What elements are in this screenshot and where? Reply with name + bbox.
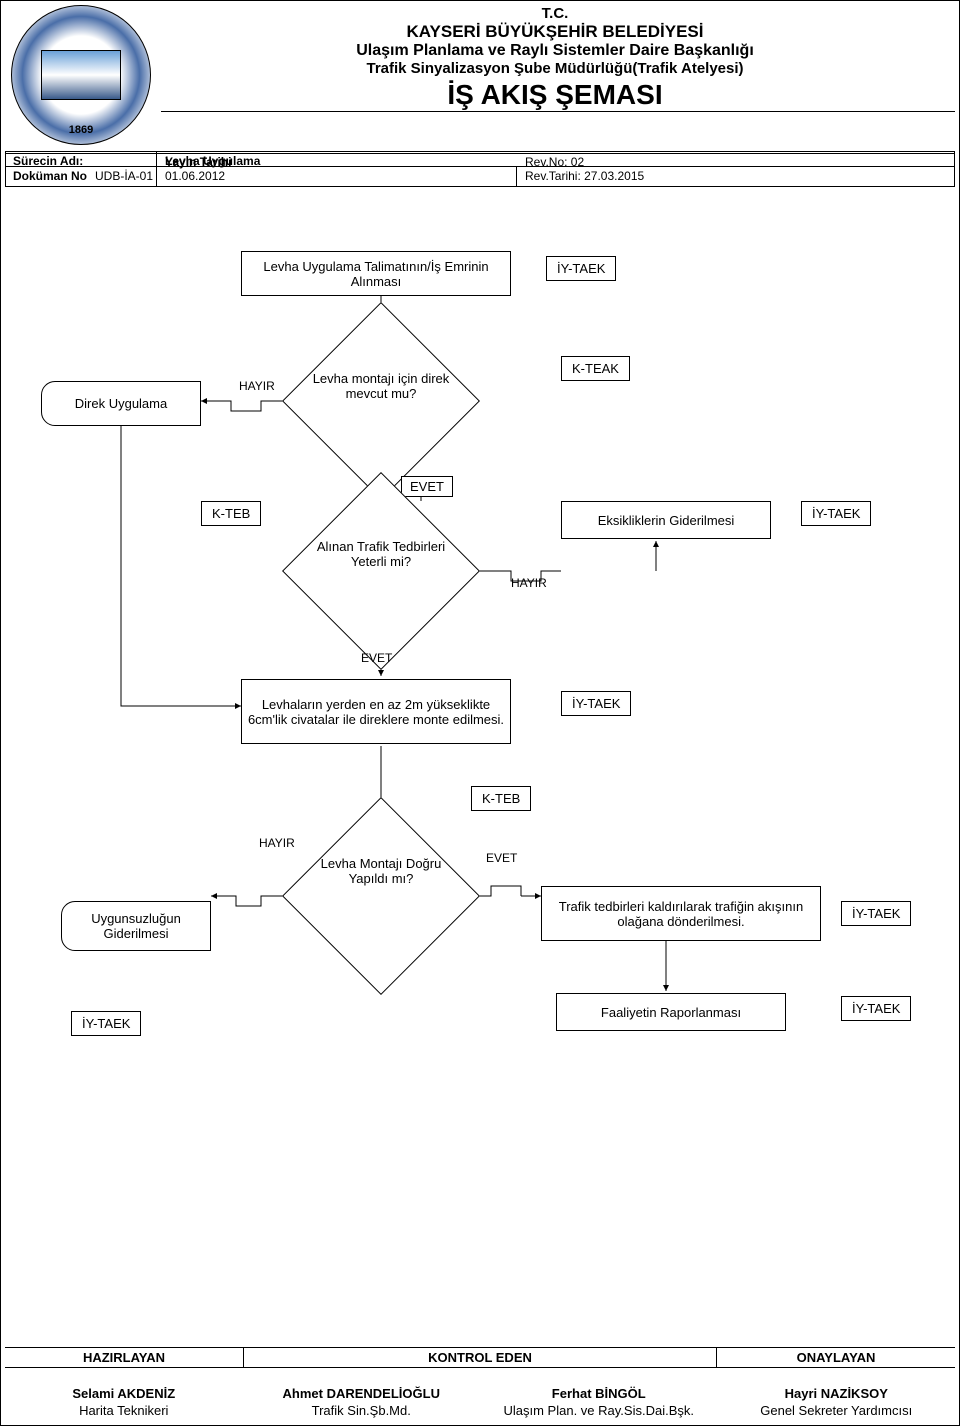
p1-title: Harita Teknikeri [5,1403,243,1420]
proc-label: Sürecin Adı: [13,154,153,168]
footer-p3: Ferhat BİNGÖL Ulaşım Plan. ve Ray.Sis.Da… [480,1386,718,1420]
meta-vline2 [516,166,517,187]
node-monte-text: Levhaların yerden en az 2m yükseklikte 6… [246,697,506,727]
ref-iytaek-3: İY-TAEK [561,691,631,716]
logo-graphic [41,50,121,100]
ref-kteb-2: K-TEB [471,786,531,811]
logo-year: 1869 [69,124,93,136]
footer-p1: Selami AKDENİZ Harita Teknikeri [5,1386,243,1420]
node-direk-text: Direk Uygulama [75,396,167,411]
doc-value: UDB-İA-01 [93,169,153,183]
node-start-text: Levha Uygulama Talimatının/İş Emrinin Al… [246,259,506,289]
ref-iytaek-4: İY-TAEK [71,1011,141,1036]
header-separator [161,111,955,112]
header-line4: Trafik Sinyalizasyon Şube Müdürlüğü(Traf… [161,60,949,77]
meta-row-1: Sürecin Adı: Levha Uygulama [5,153,955,154]
footer-p2: Ahmet DARENDELİOĞLU Trafik Sin.Şb.Md. [243,1386,481,1420]
node-trafik: Trafik tedbirleri kaldırılarak trafiğin … [541,886,821,941]
ref-kteak: K-TEAK [561,356,630,381]
header-line5: İŞ AKIŞ ŞEMASI [161,79,949,111]
node-uygunsuzluk: Uygunsuzluğun Giderilmesi [61,901,211,951]
node-faaliyet-text: Faaliyetin Raporlanması [601,1005,741,1020]
node-direk-uygulama: Direk Uygulama [41,381,201,426]
yayin-label: Yayın Tarihi [165,155,231,169]
footer-header-row: HAZIRLAYAN KONTROL EDEN ONAYLAYAN [5,1347,955,1368]
node-eksiklik: Eksikliklerin Giderilmesi [561,501,771,539]
footer-h3: ONAYLAYAN [717,1348,955,1367]
p4-name: Hayri NAZİKSOY [718,1386,956,1403]
header-line3: Ulaşım Planlama ve Raylı Sistemler Daire… [161,42,949,60]
label-evet-1: EVET [401,476,453,497]
label-hayir-2: HAYIR [511,576,547,590]
footer-h1: HAZIRLAYAN [5,1348,244,1367]
node-start: Levha Uygulama Talimatının/İş Emrinin Al… [241,251,511,296]
header-titles: T.C. KAYSERİ BÜYÜKŞEHİR BELEDİYESİ Ulaşı… [161,5,949,111]
footer-names-row: Selami AKDENİZ Harita Teknikeri Ahmet DA… [5,1386,955,1420]
ref-iytaek-2: İY-TAEK [801,501,871,526]
flowchart: Levha Uygulama Talimatının/İş Emrinin Al… [1,201,959,1345]
rev-tarihi: Rev.Tarihi: 27.03.2015 [525,169,644,183]
footer-h2: KONTROL EDEN [244,1348,717,1367]
page: 1869 T.C. KAYSERİ BÜYÜKŞEHİR BELEDİYESİ … [0,0,960,1426]
node-trafik-text: Trafik tedbirleri kaldırılarak trafiğin … [546,899,816,929]
node-uygunsuzluk-text: Uygunsuzluğun Giderilmesi [66,911,206,941]
p2-name: Ahmet DARENDELİOĞLU [243,1386,481,1403]
yayin-value: 01.06.2012 [165,169,225,183]
label-hayir-1: HAYIR [239,379,275,393]
node-eksiklik-text: Eksikliklerin Giderilmesi [598,513,735,528]
label-evet-2: EVET [361,651,392,665]
ref-iytaek-5: İY-TAEK [841,901,911,926]
footer: HAZIRLAYAN KONTROL EDEN ONAYLAYAN Selami… [5,1347,955,1425]
decision-2 [282,472,480,670]
p4-title: Genel Sekreter Yardımcısı [718,1403,956,1420]
rev-no: Rev.No: 02 [525,155,584,169]
ref-iytaek-6: İY-TAEK [841,996,911,1021]
meta-vline1 [156,151,157,187]
footer-p4: Hayri NAZİKSOY Genel Sekreter Yardımcısı [718,1386,956,1420]
arrows-svg [1,201,960,1301]
p2-title: Trafik Sin.Şb.Md. [243,1403,481,1420]
p3-title: Ulaşım Plan. ve Ray.Sis.Dai.Bşk. [480,1403,718,1420]
label-hayir-3: HAYIR [259,836,295,850]
ref-kteb-1: K-TEB [201,501,261,526]
logo: 1869 [11,5,151,145]
header: 1869 T.C. KAYSERİ BÜYÜKŞEHİR BELEDİYESİ … [1,1,959,151]
decision-1 [282,302,480,500]
p3-name: Ferhat BİNGÖL [480,1386,718,1403]
ref-iytaek-1: İY-TAEK [546,256,616,281]
header-line2: KAYSERİ BÜYÜKŞEHİR BELEDİYESİ [161,22,949,42]
node-faaliyet: Faaliyetin Raporlanması [556,993,786,1031]
header-line1: T.C. [161,5,949,22]
label-evet-3: EVET [486,851,517,865]
node-monte: Levhaların yerden en az 2m yükseklikte 6… [241,679,511,744]
decision-3 [282,797,480,995]
p1-name: Selami AKDENİZ [5,1386,243,1403]
